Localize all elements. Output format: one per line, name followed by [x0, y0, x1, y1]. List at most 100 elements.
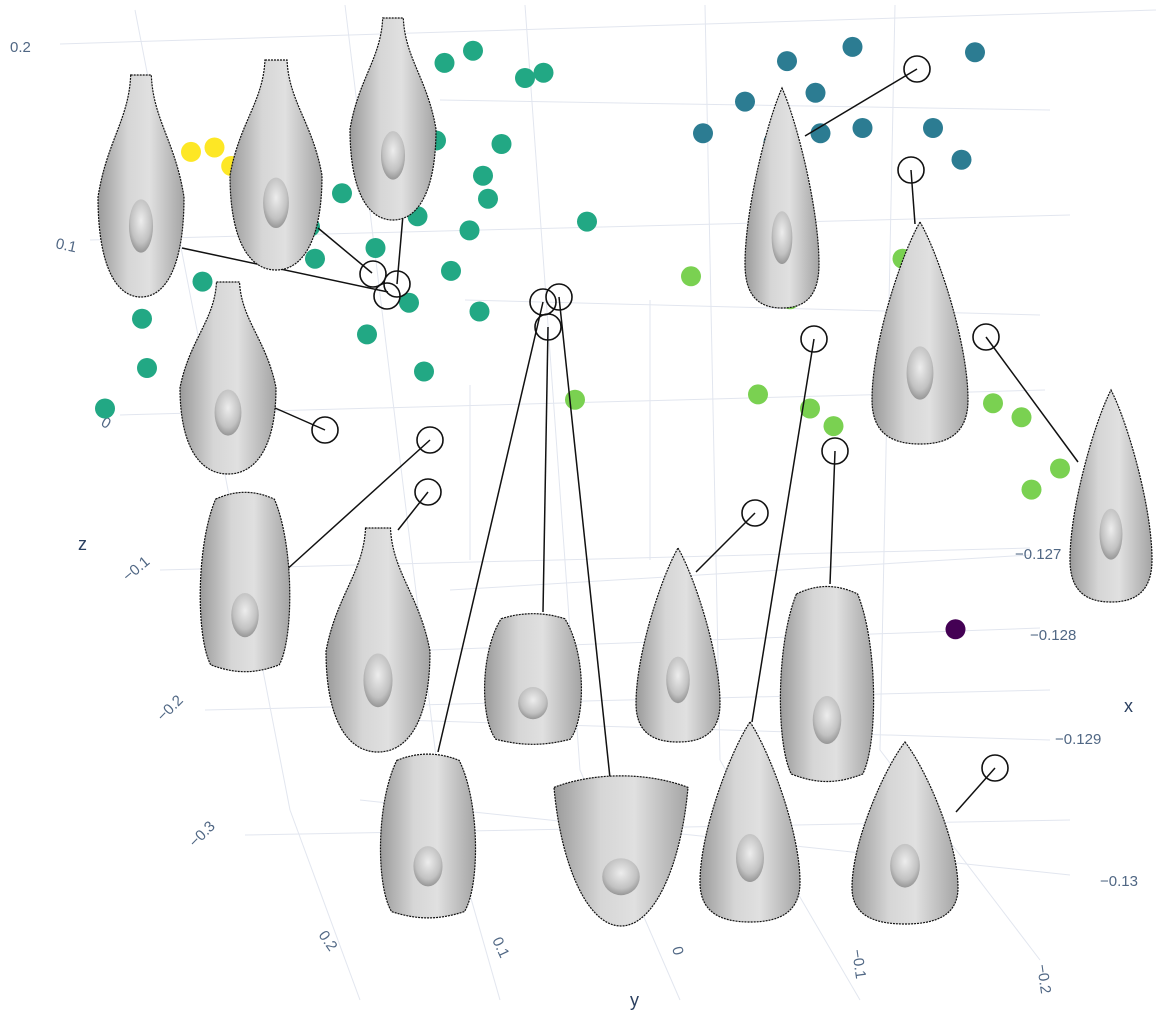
face-nose: [890, 843, 920, 888]
y-tick: −0.1: [848, 948, 869, 980]
x-axis-title: x: [1124, 696, 1133, 716]
face-mesh-thumbnail: [744, 86, 820, 309]
face-nose: [666, 656, 690, 704]
data-point-blue[interactable]: [965, 42, 985, 63]
z-tick: −0.1: [120, 553, 154, 585]
data-point-blue[interactable]: [693, 123, 713, 144]
z-tick: −0.3: [186, 818, 219, 851]
data-point-blue[interactable]: [735, 91, 755, 112]
y-tick: 0: [668, 945, 687, 957]
data-point-purple[interactable]: [945, 619, 966, 640]
highlight-ring: [972, 323, 1000, 351]
face-mesh-thumbnail: [635, 546, 721, 743]
x-tick: −0.129: [1055, 731, 1101, 748]
face-nose: [518, 687, 548, 720]
data-point-teal[interactable]: [515, 68, 535, 88]
data-point-teal[interactable]: [332, 183, 352, 204]
data-point-teal[interactable]: [441, 260, 461, 281]
data-point-teal[interactable]: [459, 220, 480, 241]
leader-line: [274, 407, 326, 431]
data-point-teal[interactable]: [491, 134, 512, 154]
leader-line: [985, 336, 1079, 463]
face-mesh-surface: [179, 281, 277, 475]
data-point-yellow[interactable]: [181, 141, 201, 162]
data-point-teal[interactable]: [95, 398, 115, 419]
data-point-blue[interactable]: [810, 123, 831, 144]
data-point-teal[interactable]: [469, 301, 490, 322]
highlight-ring: [545, 283, 573, 311]
face-mesh-surface: [379, 753, 477, 919]
face-mesh-surface: [349, 17, 437, 221]
z-tick: 0.2: [10, 39, 31, 56]
face-mesh-surface: [744, 86, 820, 309]
y-tick: −0.2: [1033, 963, 1054, 995]
face-nose: [736, 834, 764, 882]
highlight-ring: [897, 156, 925, 184]
x-tick: −0.13: [1100, 873, 1138, 890]
face-mesh-surface: [851, 741, 959, 925]
leader-line: [910, 169, 916, 225]
data-point-teal[interactable]: [478, 188, 498, 209]
data-point-teal[interactable]: [192, 271, 213, 292]
face-nose: [413, 846, 443, 887]
data-point-teal[interactable]: [577, 211, 597, 232]
data-point-lime[interactable]: [800, 398, 820, 419]
leader-line: [437, 301, 544, 753]
data-point-teal[interactable]: [399, 292, 419, 313]
data-point-lime[interactable]: [681, 266, 701, 287]
data-point-lime[interactable]: [823, 416, 844, 437]
data-point-lime[interactable]: [1011, 407, 1032, 428]
data-point-blue[interactable]: [805, 82, 826, 103]
face-mesh-thumbnail: [229, 59, 323, 271]
data-point-blue[interactable]: [777, 51, 797, 72]
face-nose: [812, 696, 842, 744]
data-point-teal[interactable]: [533, 62, 554, 83]
face-mesh-surface: [871, 220, 969, 445]
face-mesh-surface: [199, 491, 291, 673]
data-point-teal[interactable]: [137, 358, 157, 378]
data-point-teal[interactable]: [463, 40, 483, 61]
leader-line: [397, 491, 429, 531]
y-tick: 0.1: [488, 935, 512, 961]
face-mesh-thumbnail: [179, 281, 277, 475]
data-point-lime[interactable]: [1021, 479, 1042, 500]
highlight-ring: [534, 313, 562, 341]
y-axis-ticks: 0.2 0.1 0 −0.1 −0.2 y: [315, 928, 1054, 1010]
face-mesh-surface: [699, 720, 801, 923]
face-nose: [906, 346, 934, 400]
face-mesh-thumbnail: [851, 741, 959, 925]
data-point-teal[interactable]: [357, 324, 377, 345]
face-mesh-thumbnail: [553, 775, 689, 927]
data-point-teal[interactable]: [305, 248, 325, 269]
leader-line: [542, 326, 549, 613]
leader-line: [396, 214, 404, 285]
data-point-teal[interactable]: [132, 308, 152, 329]
data-point-lime[interactable]: [565, 389, 585, 410]
leader-line: [317, 227, 373, 274]
highlight-ring: [311, 416, 339, 444]
data-point-lime[interactable]: [748, 384, 768, 405]
face-mesh-surface: [635, 546, 721, 743]
data-point-yellow[interactable]: [204, 137, 225, 158]
data-point-blue[interactable]: [951, 149, 972, 170]
data-point-blue[interactable]: [852, 118, 873, 138]
face-nose: [263, 177, 289, 228]
face-nose: [231, 593, 259, 638]
data-point-lime[interactable]: [1050, 458, 1070, 479]
data-point-teal[interactable]: [365, 238, 386, 258]
data-point-lime[interactable]: [983, 393, 1003, 414]
data-point-teal[interactable]: [434, 52, 455, 73]
data-point-blue[interactable]: [923, 118, 943, 138]
highlight-ring: [741, 499, 769, 527]
face-mesh-surface: [779, 585, 875, 783]
leader-line: [804, 68, 918, 137]
data-point-teal[interactable]: [414, 361, 434, 382]
face-mesh-surface: [553, 775, 689, 927]
data-point-teal[interactable]: [473, 165, 493, 186]
face-mesh-thumbnail: [97, 74, 185, 298]
data-point-blue[interactable]: [842, 36, 863, 57]
x-tick: −0.127: [1015, 546, 1061, 563]
face-nose: [771, 211, 793, 264]
face-mesh-thumbnail: [325, 527, 431, 753]
